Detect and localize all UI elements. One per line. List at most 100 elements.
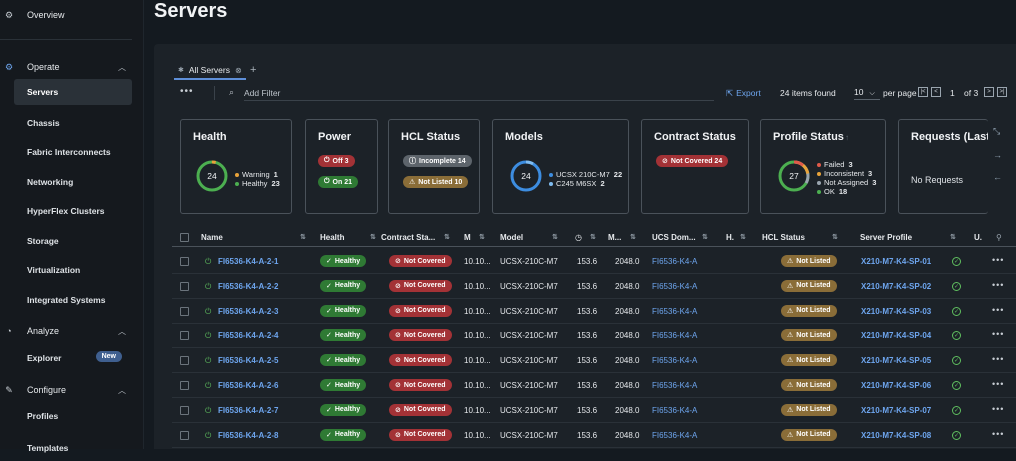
sort-icon[interactable]: ⇅ xyxy=(950,234,956,241)
server-name-link[interactable]: FI6536-K4-A-2-4 xyxy=(218,331,279,341)
nav-section-operate[interactable]: ⚙ Operate ︿ xyxy=(0,60,144,74)
filter-input[interactable] xyxy=(244,86,714,101)
ucs-domain-link[interactable]: FI6536-K4-A xyxy=(652,306,698,316)
profile-status-card[interactable]: Profile Status ↑ 27 Failed 3 Inconsistent… xyxy=(760,119,886,214)
server-name-link[interactable]: FI6536-K4-A-2-5 xyxy=(218,356,279,366)
column-name[interactable]: Name xyxy=(201,233,223,242)
sort-icon[interactable]: ⇅ xyxy=(590,234,596,241)
column-contract-status[interactable]: Contract Sta... xyxy=(381,233,436,242)
sidebar-item-hyperflex-clusters[interactable]: HyperFlex Clusters xyxy=(14,198,132,224)
row-checkbox[interactable] xyxy=(180,257,189,266)
server-name-link[interactable]: FI6536-K4-A-2-2 xyxy=(218,281,279,291)
per-page-select[interactable]: 10 ⌵ xyxy=(854,87,880,100)
nav-section-configure[interactable]: ✎ Configure ︿ xyxy=(0,383,144,397)
server-profile-link[interactable]: X210-M7-K4-SP-01 xyxy=(861,257,932,266)
server-profile-link[interactable]: X210-M7-K4-SP-03 xyxy=(861,306,932,316)
table-row[interactable]: ⏻ FI6536-K4-A-2-4 ✓ Healthy ⊘ Not Covered 10.1… xyxy=(172,323,1016,349)
sidebar-item-explorer[interactable]: Explorer New xyxy=(14,345,132,371)
column-ucs-domain[interactable]: UCS Dom... xyxy=(652,233,696,242)
row-actions-icon[interactable]: ••• xyxy=(992,329,1005,340)
models-card[interactable]: Models 24 UCSX 210C-M7 22 C245 M6SX 2 xyxy=(492,119,629,214)
arrow-right-icon[interactable]: → xyxy=(993,150,1002,160)
sidebar-item-profiles[interactable]: Profiles xyxy=(14,403,132,429)
power-off-badge[interactable]: ⏻ Off 3 xyxy=(318,155,355,167)
nav-overview[interactable]: ⚙ Overview xyxy=(0,8,144,22)
sidebar-item-servers[interactable]: Servers xyxy=(14,79,132,105)
row-actions-icon[interactable]: ••• xyxy=(992,403,1005,414)
table-row[interactable]: ⏻ FI6536-K4-A-2-8 ✓ Healthy ⊘ Not Covered 10.1… xyxy=(172,423,1016,448)
table-row[interactable]: ⏻ FI6536-K4-A-2-5 ✓ Healthy ⊘ Not Covered 10.1… xyxy=(172,348,1016,374)
server-name-link[interactable]: FI6536-K4-A-2-3 xyxy=(218,306,279,316)
sidebar-item-networking[interactable]: Networking xyxy=(14,169,132,195)
first-page-button[interactable]: |< xyxy=(918,87,928,97)
arrow-left-icon[interactable]: ← xyxy=(993,172,1002,182)
hcl-status-card[interactable]: HCL Status ⓘ Incomplete 14 ⚠ Not Listed 10 xyxy=(388,119,480,214)
sort-icon[interactable]: ⇅ xyxy=(370,234,376,241)
hcl-incomplete-badge[interactable]: ⓘ Incomplete 14 xyxy=(403,155,472,167)
select-all-checkbox[interactable] xyxy=(180,233,189,242)
sidebar-item-virtualization[interactable]: Virtualization xyxy=(14,257,132,283)
row-checkbox[interactable] xyxy=(180,405,189,415)
column-u[interactable]: U. xyxy=(974,233,982,242)
contract-status-card[interactable]: Contract Status ⊘ Not Covered 24 xyxy=(641,119,749,214)
row-actions-icon[interactable]: ••• xyxy=(992,354,1005,365)
power-card[interactable]: Power ⏻ Off 3 ⏻ On 21 xyxy=(305,119,378,214)
server-name-link[interactable]: FI6536-K4-A-2-8 xyxy=(218,430,279,440)
row-actions-icon[interactable]: ••• xyxy=(992,255,1005,265)
server-profile-link[interactable]: X210-M7-K4-SP-06 xyxy=(861,381,932,390)
ucs-domain-link[interactable]: FI6536-K4-A xyxy=(652,381,698,390)
health-card[interactable]: Health 24 Warning 1 Healthy 23 xyxy=(180,119,292,214)
ucs-domain-link[interactable]: FI6536-K4-A xyxy=(652,281,698,291)
collapse-icon[interactable]: ⤡ xyxy=(993,126,1001,136)
column-management-ip[interactable]: M xyxy=(464,233,471,242)
ucs-domain-link[interactable]: FI6536-K4-A xyxy=(652,257,698,266)
column-health[interactable]: Health xyxy=(320,233,345,242)
row-actions-icon[interactable]: ••• xyxy=(992,304,1005,315)
sidebar-item-chassis[interactable]: Chassis xyxy=(14,110,132,136)
table-row[interactable]: ⏻ FI6536-K4-A-2-3 ✓ Healthy ⊘ Not Covered 10.1… xyxy=(172,299,1016,324)
row-actions-icon[interactable]: ••• xyxy=(992,279,1005,290)
row-checkbox[interactable] xyxy=(180,331,189,341)
cpu-icon[interactable]: ◷ xyxy=(575,233,582,242)
requests-card[interactable]: Requests (Last No Requests xyxy=(898,119,988,214)
ucs-domain-link[interactable]: FI6536-K4-A xyxy=(652,405,698,415)
server-profile-link[interactable]: X210-M7-K4-SP-05 xyxy=(861,356,932,366)
row-checkbox[interactable] xyxy=(180,356,189,366)
column-model[interactable]: Model xyxy=(500,233,524,242)
ucs-domain-link[interactable]: FI6536-K4-A xyxy=(652,356,698,366)
last-page-button[interactable]: >| xyxy=(997,87,1007,97)
ucs-domain-link[interactable]: FI6536-K4-A xyxy=(652,430,698,440)
row-checkbox[interactable] xyxy=(180,281,189,291)
server-name-link[interactable]: FI6536-K4-A-2-6 xyxy=(218,381,279,390)
sort-icon[interactable]: ⇅ xyxy=(552,234,558,241)
row-actions-icon[interactable]: ••• xyxy=(992,428,1005,439)
sidebar-item-storage[interactable]: Storage xyxy=(14,228,132,254)
sidebar-item-fabric-interconnects[interactable]: Fabric Interconnects xyxy=(14,139,132,165)
next-page-button[interactable]: > xyxy=(984,87,994,97)
sidebar-item-templates[interactable]: Templates xyxy=(14,435,132,461)
server-name-link[interactable]: FI6536-K4-A-2-7 xyxy=(218,405,279,415)
not-covered-badge[interactable]: ⊘ Not Covered 24 xyxy=(656,155,729,167)
add-tab-button[interactable]: + xyxy=(250,64,257,76)
sort-icon[interactable]: ⇅ xyxy=(300,234,306,241)
sort-icon[interactable]: ⇅ xyxy=(444,234,450,241)
hcl-not-listed-badge[interactable]: ⚠ Not Listed 10 xyxy=(403,176,469,188)
ucs-domain-link[interactable]: FI6536-K4-A xyxy=(652,331,698,341)
server-profile-link[interactable]: X210-M7-K4-SP-04 xyxy=(861,331,932,341)
sidebar-item-integrated-systems[interactable]: Integrated Systems xyxy=(14,287,132,313)
server-profile-link[interactable]: X210-M7-K4-SP-08 xyxy=(861,430,932,440)
table-row[interactable]: ⏻ FI6536-K4-A-2-7 ✓ Healthy ⊘ Not Covered 10.1… xyxy=(172,398,1016,423)
row-checkbox[interactable] xyxy=(180,381,189,390)
sort-icon[interactable]: ⇅ xyxy=(479,234,485,241)
close-icon[interactable]: ⊗ xyxy=(234,65,242,75)
sort-icon[interactable]: ⇅ xyxy=(832,234,838,241)
row-checkbox[interactable] xyxy=(180,306,189,316)
column-h[interactable]: H. xyxy=(726,233,734,242)
sort-icon[interactable]: ⇅ xyxy=(702,234,708,241)
tab-all-servers[interactable]: ✱ All Servers ⊗ xyxy=(174,62,246,80)
table-row[interactable]: ⏻ FI6536-K4-A-2-6 ✓ Healthy ⊘ Not Covered 10.1… xyxy=(172,373,1016,398)
export-button[interactable]: ⇱ Export xyxy=(726,88,761,99)
nav-section-analyze[interactable]: ◔ Analyze ︿ xyxy=(0,324,144,338)
row-checkbox[interactable] xyxy=(180,430,189,440)
server-name-link[interactable]: FI6536-K4-A-2-1 xyxy=(218,257,279,266)
